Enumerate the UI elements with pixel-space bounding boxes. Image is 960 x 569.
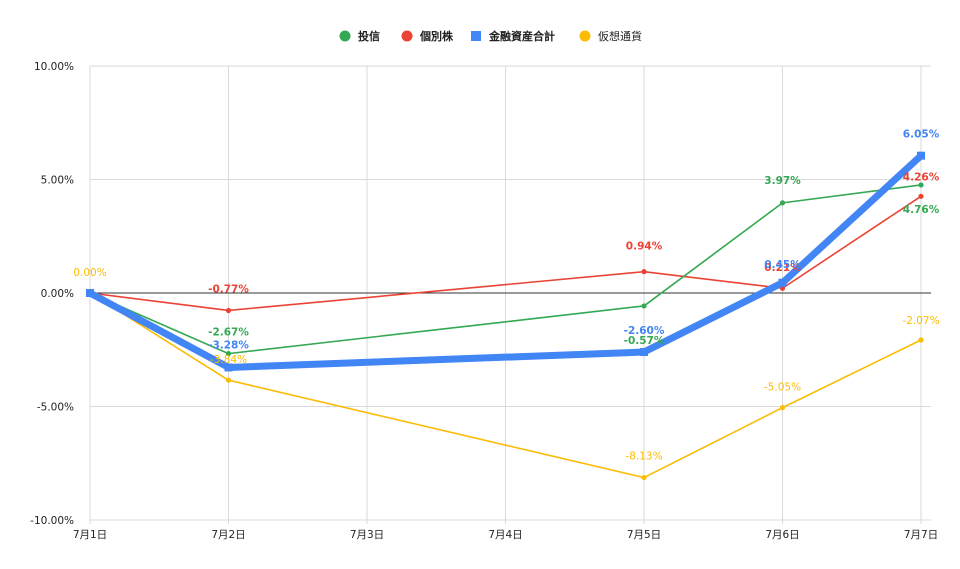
- data-label: -0.77%: [208, 283, 249, 295]
- legend: 投信 個別株 金融資産合計 仮想通貨: [339, 29, 642, 43]
- data-label: 4.26%: [903, 171, 940, 183]
- data-labels: -2.67% -0.57% 3.97% 4.76% -0.77% 0.94% 0.21% 4.…: [73, 129, 939, 463]
- axes: 10.00% 5.00% 0.00% -5.00% -10.00% 7月1日 7月2日 7月3…: [30, 61, 938, 541]
- x-tick-label: 7月3日: [350, 529, 384, 541]
- x-tick-label: 7月6日: [765, 529, 799, 541]
- x-tick-label: 7月4日: [488, 529, 522, 541]
- data-label: 0.94%: [626, 241, 663, 253]
- data-point: [918, 193, 924, 199]
- x-tick-label: 7月5日: [627, 529, 661, 541]
- data-point: [640, 348, 648, 357]
- data-point: [778, 278, 787, 287]
- x-tick-label: 7月1日: [73, 529, 107, 541]
- y-tick-label: -5.00%: [37, 402, 74, 414]
- y-tick-label: 5.00%: [41, 175, 74, 187]
- data-label: 0.00%: [73, 267, 106, 279]
- legend-marker: [339, 30, 351, 42]
- y-tick-label: 10.00%: [34, 61, 74, 73]
- legend-marker: [579, 30, 591, 42]
- data-label: 3.97%: [764, 175, 801, 187]
- data-point: [225, 307, 232, 314]
- data-label: 4.76%: [903, 204, 940, 216]
- legend-marker: [471, 31, 481, 41]
- data-point: [86, 289, 94, 297]
- y-tick-label: -10.00%: [30, 515, 74, 527]
- data-label: 0.21%: [764, 262, 801, 274]
- data-label: -8.13%: [625, 451, 662, 463]
- data-point: [779, 200, 786, 206]
- data-point: [918, 337, 924, 343]
- data-point: [641, 269, 647, 275]
- y-tick-label: 0.00%: [41, 288, 74, 300]
- legend-label: 金融資産合計: [488, 29, 555, 43]
- data-point: [641, 303, 647, 309]
- data-label: -2.67%: [208, 327, 249, 339]
- data-point: [917, 151, 925, 160]
- x-tick-label: 7月2日: [211, 529, 245, 541]
- data-point: [225, 351, 232, 357]
- data-label: -3.28%: [208, 339, 249, 351]
- data-label: -5.05%: [764, 382, 801, 394]
- legend-marker: [401, 30, 413, 42]
- data-label: 6.05%: [903, 129, 940, 141]
- series: [86, 151, 925, 481]
- data-point: [225, 377, 232, 383]
- data-point: [779, 405, 786, 411]
- data-label: -2.60%: [624, 325, 665, 337]
- legend-label: 投信: [358, 29, 380, 43]
- data-point: [224, 363, 233, 372]
- data-label: -0.57%: [624, 335, 665, 347]
- legend-label: 仮想通貨: [598, 29, 642, 43]
- data-label: -2.07%: [902, 315, 939, 327]
- data-label: -3.84%: [210, 354, 247, 366]
- legend-label: 個別株: [419, 29, 454, 43]
- data-label: 0.45%: [764, 259, 801, 271]
- x-tick-label: 7月7日: [904, 529, 938, 541]
- data-point: [918, 182, 924, 188]
- data-point: [641, 474, 647, 481]
